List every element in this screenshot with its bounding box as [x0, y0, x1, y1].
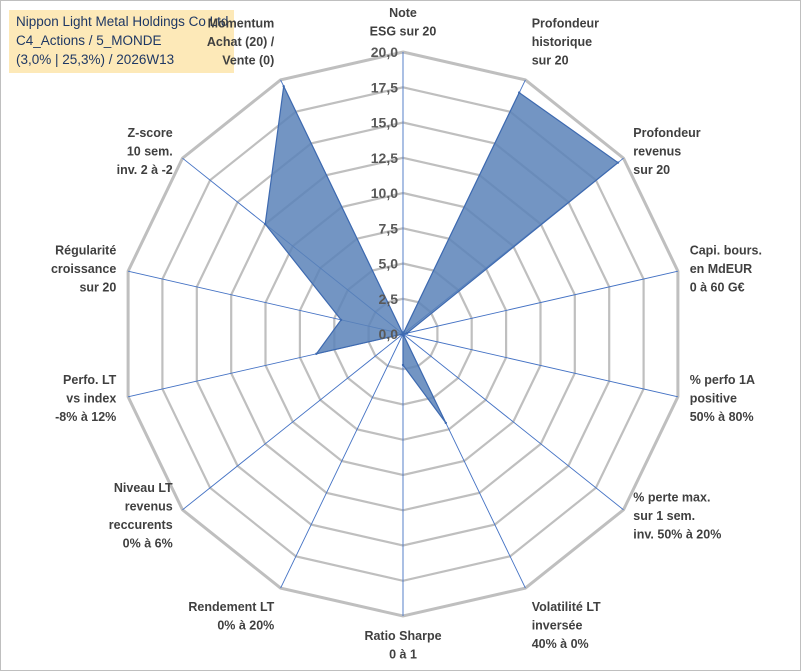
axis-label: sur 1 sem. [633, 509, 695, 523]
axis-label: Z-score [128, 126, 173, 140]
axis-label: Achat (20) / [207, 35, 275, 49]
radar-series [264, 84, 620, 425]
axis-label-group: Volatilité LT inversée 40% à 0% [532, 600, 601, 651]
axis-label: % perte max. [633, 490, 710, 504]
axis-label: en MdEUR [690, 262, 753, 276]
tick-label: 5,0 [379, 256, 399, 272]
axis-label-group: Ratio Sharpe 0 à 1 [364, 629, 441, 662]
tick-label: 17,5 [371, 79, 398, 95]
axis-label-group: % perte max. sur 1 sem. inv. 50% à 20% [633, 490, 721, 541]
axis-label: Régularité [55, 243, 116, 257]
axis-label: reccurents [109, 518, 173, 532]
axis-label: % perfo 1A [690, 373, 755, 387]
radar-axis-labels: Note ESG sur 20 Profondeur historique sur 20… [51, 6, 762, 662]
data-point [315, 352, 318, 355]
axis-label-group: Capi. bours. en MdEUR 0 à 60 G€ [690, 243, 762, 294]
data-point [444, 421, 447, 425]
axis-label: Profondeur [633, 126, 700, 140]
axis-label: 50% à 80% [690, 410, 754, 424]
axis-label: sur 20 [79, 280, 116, 294]
axis-label-group: Profondeur historique sur 20 [532, 16, 599, 67]
data-point [518, 91, 521, 94]
data-point [616, 161, 620, 164]
data-point [264, 222, 267, 226]
tick-label: 12,5 [371, 150, 398, 166]
axis-label: croissance [51, 262, 116, 276]
title-stats: (3,0% | 25,3%) / 2026W13 [16, 52, 175, 67]
axis-label: Profondeur [532, 16, 599, 30]
axis-label: historique [532, 35, 592, 49]
axis-label: Note [389, 6, 417, 20]
radar-spoke [182, 333, 404, 511]
data-point [405, 331, 409, 335]
radar-spoke [402, 270, 679, 335]
axis-label: Niveau LT [114, 481, 173, 495]
axis-label: vs index [66, 392, 116, 406]
radar-tick-labels: 0,0 2,5 5,0 7,5 10,0 12,5 15,0 17,5 20,0 [371, 44, 398, 342]
axis-label-group: Z-score 10 sem. inv. 2 à -2 [117, 126, 173, 177]
axis-label: 40% à 0% [532, 637, 589, 651]
axis-label: Momentum [208, 16, 275, 30]
radar-spoke [402, 333, 624, 511]
tick-label: 2,5 [379, 291, 399, 307]
chart-title-box: Nippon Light Metal Holdings Co Ltd C4_Ac… [9, 10, 235, 73]
tick-label: 7,5 [379, 220, 399, 236]
radar-spoke [280, 333, 404, 589]
axis-label: inversée [532, 619, 583, 633]
axis-label-group: Profondeur revenus sur 20 [633, 126, 700, 177]
axis-label-group: Perfo. LT vs index -8% à 12% [55, 373, 117, 424]
axis-label: inv. 2 à -2 [117, 163, 173, 177]
data-point [401, 363, 405, 367]
tick-label: 0,0 [379, 326, 399, 342]
axis-label: Ratio Sharpe [364, 629, 441, 643]
series-area [264, 84, 619, 424]
axis-label: inv. 50% à 20% [633, 527, 721, 541]
axis-label: 0% à 6% [123, 537, 173, 551]
axis-label: revenus [125, 500, 173, 514]
axis-label: positive [690, 392, 737, 406]
data-point [401, 332, 405, 336]
axis-label-group: Momentum Achat (20) / Vente (0) [207, 16, 275, 67]
axis-label: Perfo. LT [63, 373, 117, 387]
tick-label: 10,0 [371, 185, 398, 201]
axis-label-group: Régularité croissance sur 20 [51, 243, 116, 294]
axis-label: 10 sem. [127, 145, 173, 159]
tick-label: 15,0 [371, 115, 398, 131]
axis-label-group: % perfo 1A positive 50% à 80% [690, 373, 755, 424]
axis-label: -8% à 12% [55, 410, 116, 424]
title-company: Nippon Light Metal Holdings Co Ltd [16, 14, 229, 29]
axis-label: sur 20 [532, 53, 569, 67]
axis-label: 0 à 1 [389, 648, 417, 662]
axis-label: 0% à 20% [217, 619, 274, 633]
title-category: C4_Actions / 5_MONDE [16, 33, 162, 48]
axis-label: Volatilité LT [532, 600, 601, 614]
radar-spoke [402, 333, 679, 398]
axis-label-group: Niveau LT revenus reccurents 0% à 6% [109, 481, 173, 550]
axis-label: sur 20 [633, 163, 670, 177]
data-point [339, 318, 343, 322]
axis-label: Vente (0) [222, 53, 274, 67]
axis-label: 0 à 60 G€ [690, 280, 745, 294]
axis-label-group: Rendement LT 0% à 20% [188, 600, 274, 633]
axis-label-group: Note ESG sur 20 [370, 6, 437, 39]
tick-label: 20,0 [371, 44, 398, 60]
axis-label: Capi. bours. [690, 243, 762, 257]
data-point [282, 85, 285, 88]
axis-label: revenus [633, 145, 681, 159]
axis-label: Rendement LT [188, 600, 274, 614]
axis-label: ESG sur 20 [370, 25, 437, 39]
